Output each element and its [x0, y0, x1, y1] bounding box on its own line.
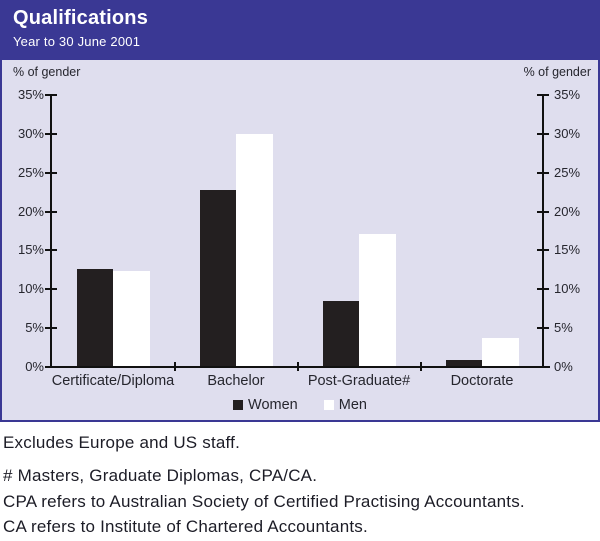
bar-women-1: [199, 190, 236, 366]
y-tick-label-right: 20%: [554, 203, 581, 219]
y-tick-label-right: 25%: [554, 164, 581, 180]
y-tick-label-right: 0%: [554, 359, 573, 374]
category-label: Certificate/Diploma: [51, 373, 175, 389]
footnotes: Excludes Europe and US staff. # Masters,…: [3, 422, 600, 541]
y-tick-left: [45, 94, 57, 96]
y-axis-right: [542, 95, 544, 368]
y-tick-left: [45, 366, 57, 368]
y-tick-label-left: 0%: [25, 359, 44, 374]
y-axis-left: [50, 95, 52, 368]
y-axis-unit-label-right: % of gender: [523, 65, 591, 79]
chart-panel: % of gender % of gender 0% 0% 5% 5% 10% 10% 15…: [0, 58, 600, 422]
bar-women-2: [322, 301, 359, 366]
men-series-swatch: [323, 400, 334, 410]
y-tick-right: [537, 132, 549, 135]
footnote-cpa-definition: CPA refers to Australian Society of Cert…: [3, 492, 525, 511]
legend-label-men: Men: [338, 397, 367, 413]
bar-men-2: [359, 233, 396, 366]
category-label: Doctorate: [450, 373, 514, 389]
y-tick-right: [537, 210, 549, 213]
women-series-swatch: [233, 400, 244, 410]
footnote-masters-definition: # Masters, Graduate Diplomas, CPA/CA.: [3, 466, 318, 485]
y-tick-label-left: 35%: [17, 87, 44, 102]
chart-title: Qualifications: [13, 7, 149, 29]
y-tick-left: [45, 132, 57, 135]
bar-men-3: [482, 338, 519, 366]
bar-men-0: [113, 271, 150, 366]
y-tick-right: [537, 171, 549, 174]
y-tick-right: [537, 327, 549, 330]
y-tick-right: [537, 249, 549, 252]
footnote-ca-definition: CA refers to Institute of Chartered Acco…: [3, 517, 368, 536]
x-axis-tick: [296, 362, 299, 371]
y-tick-right: [537, 94, 549, 96]
y-tick-label-left: 5%: [25, 320, 44, 336]
y-tick-label-right: 10%: [554, 281, 581, 297]
y-tick-right: [537, 366, 549, 368]
y-tick-label-right: 30%: [554, 125, 581, 141]
y-tick-label-right: 35%: [554, 87, 581, 102]
y-tick-right: [537, 288, 549, 291]
y-tick-left: [45, 288, 57, 291]
plot-area: 0% 0% 5% 5% 10% 10% 15% 15% 20% 20% 25% 25% 30% 30% 35…: [0, 58, 600, 422]
y-tick-left: [45, 171, 57, 174]
footnote-excludes-staff: Excludes Europe and US staff.: [3, 433, 241, 452]
y-tick-label-left: 10%: [17, 281, 44, 297]
y-tick-left: [45, 210, 57, 213]
y-tick-label-left: 15%: [17, 242, 44, 258]
legend-label-women: Women: [248, 397, 298, 413]
x-axis-tick: [173, 362, 176, 371]
y-tick-left: [45, 327, 57, 330]
y-tick-left: [45, 249, 57, 252]
chart-legend: Women Men: [0, 397, 600, 413]
x-axis-tick: [419, 362, 422, 371]
bar-men-1: [236, 134, 273, 366]
y-axis-unit-label-left: % of gender: [13, 65, 81, 79]
category-label: Bachelor: [207, 373, 265, 389]
y-tick-label-right: 15%: [554, 242, 581, 258]
y-tick-label-left: 25%: [17, 164, 44, 180]
bar-women-3: [445, 359, 482, 366]
legend-item-men: Men: [323, 397, 367, 413]
chart-header: Qualifications Year to 30 June 2001: [0, 0, 600, 58]
y-tick-label-left: 20%: [17, 203, 44, 219]
chart-subtitle: Year to 30 June 2001: [13, 34, 141, 49]
category-label: Post-Graduate#: [307, 373, 411, 389]
y-tick-label-right: 5%: [554, 320, 573, 336]
y-tick-label-left: 30%: [17, 125, 44, 141]
bar-women-0: [76, 268, 113, 366]
legend-item-women: Women: [233, 397, 298, 413]
